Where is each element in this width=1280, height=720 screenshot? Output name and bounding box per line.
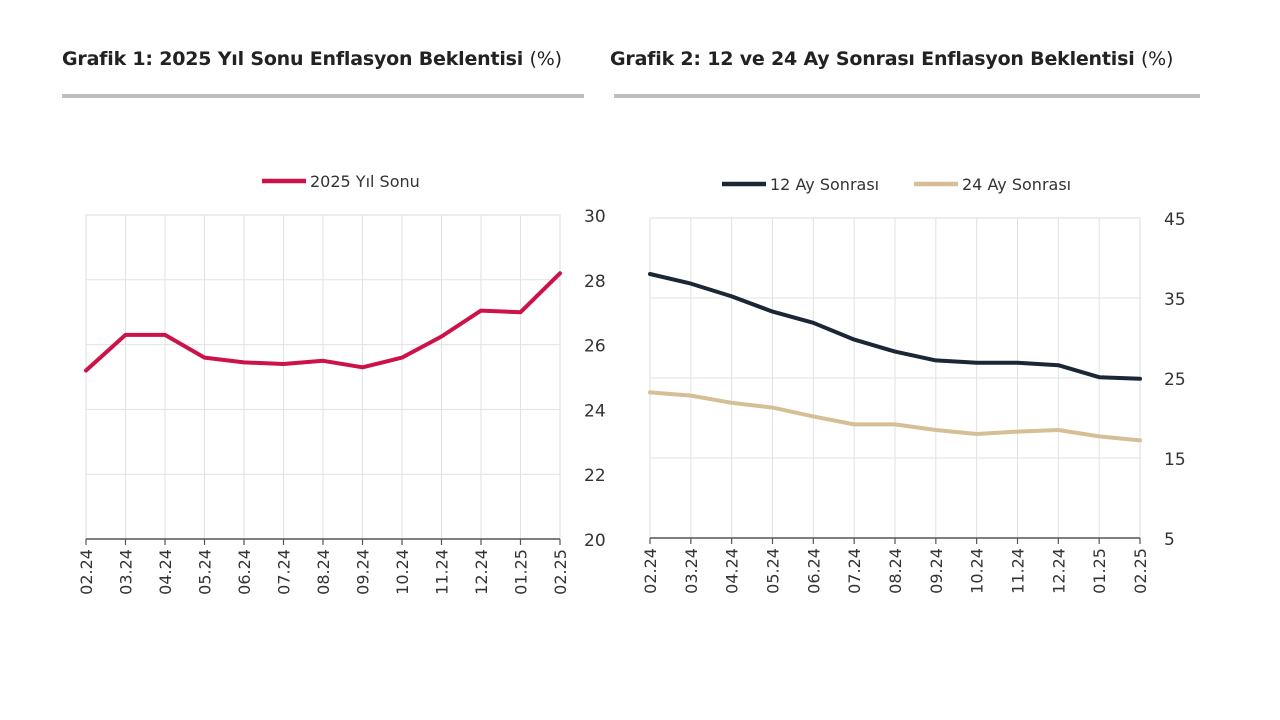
chart-1-x-tick-label: 02.25: [551, 549, 570, 595]
chart-1-x-tick-label: 10.24: [393, 549, 412, 595]
chart-2-y-tick-label: 5: [1164, 530, 1175, 550]
chart-1-x-tick-label: 06.24: [235, 549, 254, 595]
chart-2-x-tick-label: 12.24: [1049, 548, 1068, 594]
chart-2-legend-label-2: 24 Ay Sonrası: [962, 175, 1071, 194]
chart-1-x-tick-label: 02.24: [77, 549, 96, 595]
chart-1-title-unit: (%): [529, 48, 562, 70]
chart-1-title-text: Grafik 1: 2025 Yıl Sonu Enflasyon Beklen…: [62, 48, 524, 70]
chart-1-y-tick-label: 20: [584, 531, 606, 551]
chart-2-y-tick-label: 45: [1164, 210, 1186, 230]
chart-2-x-tick-label: 05.24: [764, 548, 783, 594]
chart-2-x-tick-label: 08.24: [886, 548, 905, 594]
chart-1-title-rule: [62, 94, 584, 98]
chart-2-y-tick-label: 35: [1164, 290, 1186, 310]
chart-2-x-tick-label: 01.25: [1090, 548, 1109, 594]
chart-2-x-tick-label: 11.24: [1009, 548, 1028, 594]
chart-2-legend-label-1: 12 Ay Sonrası: [770, 175, 879, 194]
chart-2-x-tick-label: 02.24: [641, 548, 660, 594]
chart-2-x-tick-label: 02.25: [1131, 548, 1150, 594]
chart-1-y-tick-label: 22: [584, 466, 606, 486]
chart-panel-1: Grafik 1: 2025 Yıl Sonu Enflasyon Beklen…: [0, 0, 606, 720]
chart-1-x-tick-label: 01.25: [512, 549, 531, 595]
chart-2-x-tick-label: 03.24: [682, 548, 701, 594]
chart-2-title-text: Grafik 2: 12 ve 24 Ay Sonrası Enflasyon …: [610, 48, 1135, 70]
chart-1-title: Grafik 1: 2025 Yıl Sonu Enflasyon Beklen…: [62, 48, 562, 70]
chart-panel-2: Grafik 2: 12 ve 24 Ay Sonrası Enflasyon …: [600, 0, 1280, 720]
chart-2-y-tick-label: 25: [1164, 370, 1186, 390]
chart-1-y-tick-label: 26: [584, 337, 606, 357]
chart-1-x-tick-label: 11.24: [433, 549, 452, 595]
chart-2-title: Grafik 2: 12 ve 24 Ay Sonrası Enflasyon …: [610, 48, 1173, 70]
chart-2-title-rule: [614, 94, 1200, 98]
chart-1-x-tick-label: 05.24: [196, 549, 215, 595]
chart-2-svg: 5 15 25 35 45 02.24 03.24 04.24 05.24 06.24 07.24 0…: [641, 175, 1186, 594]
chart-2-x-tick-label: 06.24: [804, 548, 823, 594]
chart-1-y-tick-label: 30: [584, 207, 606, 227]
chart-1-x-tick-label: 04.24: [156, 549, 175, 595]
chart-2-x-tick-label: 07.24: [845, 548, 864, 594]
chart-2-x-tick-label: 10.24: [968, 548, 987, 594]
chart-1-x-tick-label: 12.24: [472, 549, 491, 595]
chart-1-x-tick-label: 09.24: [354, 549, 373, 595]
chart-1-x-tick-label: 03.24: [117, 549, 136, 595]
chart-2-y-tick-label: 15: [1164, 450, 1186, 470]
chart-1-x-tick-label: 07.24: [275, 549, 294, 595]
chart-1-x-tick-label: 08.24: [314, 549, 333, 595]
chart-2-x-tick-label: 04.24: [723, 548, 742, 594]
chart-1-y-tick-label: 28: [584, 272, 606, 292]
chart-2-x-tick-label: 09.24: [927, 548, 946, 594]
chart-1-svg: 20 22 24 26 28 30 02.24 03.24 04.24 05.24 06.24 07.…: [77, 172, 606, 595]
chart-1-legend-label-1: 2025 Yıl Sonu: [310, 172, 420, 191]
chart-1-y-tick-label: 24: [584, 401, 606, 421]
chart-2-title-unit: (%): [1140, 48, 1174, 70]
